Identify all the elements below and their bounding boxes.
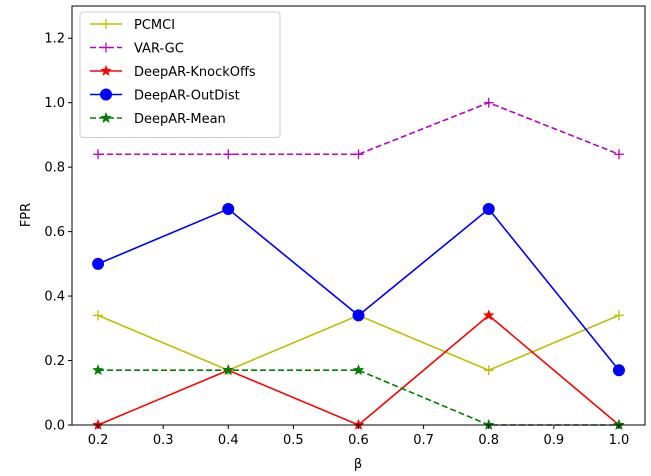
series-1-point-0 [93,149,104,160]
legend-marker-4 [100,111,112,124]
y-tick-label-1: 0.2 [44,354,65,369]
legend-marker-2 [100,64,112,77]
legend-label-3: DeepAR-OutDist [134,89,240,104]
x-tick-label-1: 0.3 [153,433,174,448]
series-1-line [98,101,620,156]
series-4-point-2 [352,363,365,376]
y-tick-label-3: 0.6 [44,225,65,240]
legend-marker-3 [100,88,112,101]
series-3-point-0 [92,257,105,270]
legend-marker-0 [101,19,111,29]
series-3-point-3 [482,203,495,216]
series-1 [93,97,624,160]
x-tick-label-0: 0.2 [88,433,109,448]
series-3-point-4 [612,364,625,377]
x-tick-label-7: 0.9 [543,433,564,448]
x-axis: 0.2 0.3 0.4 0.5 0.6 0.7 0.8 0.9 1.0 [88,425,630,448]
legend-item-3: DeepAR-OutDist [90,88,240,104]
series-3-point-2 [352,309,365,322]
x-tick-label-3: 0.5 [283,433,304,448]
y-tick-label-2: 0.4 [44,290,65,305]
x-tick-label-6: 0.8 [478,433,499,448]
y-axis-label: FPR [19,203,34,227]
series-3 [92,203,625,377]
legend-label-0: PCMCI [134,18,175,33]
y-tick-label-5: 1.0 [44,96,65,111]
legend-marker-1 [101,42,111,53]
y-tick-label-0: 0.0 [44,419,65,434]
series-2-point-3 [482,309,495,321]
series-0-point-3 [483,365,494,376]
legend-label-2: DeepAR-KnockOffs [134,65,256,80]
x-tick-label-8: 1.0 [609,433,630,448]
y-tick-label-4: 0.8 [44,161,65,176]
series-1-point-4 [613,149,624,160]
series-4-point-0 [92,363,104,376]
legend-label-4: DeepAR-Mean [134,112,226,127]
legend-item-4: DeepAR-Mean [90,111,226,127]
y-axis: 0.0 0.2 0.4 0.6 0.8 1.0 1.2 [44,32,72,434]
legend-item-1: VAR-GC [90,42,184,57]
series-0-point-4 [613,310,624,321]
series-3-point-1 [222,203,235,216]
legend-item-0: PCMCI [90,18,175,33]
series-0-point-0 [93,310,104,321]
x-axis-label: β [354,457,362,472]
series-4-point-1 [222,363,235,376]
x-tick-label-2: 0.4 [218,433,239,448]
series-1-point-2 [353,149,364,160]
legend: PCMCI VAR-GC DeepAR-KnockOffs DeepAR-OutDis… [79,11,281,138]
legend-item-2: DeepAR-KnockOffs [90,64,256,80]
x-tick-label-4: 0.6 [348,433,369,448]
legend-label-1: VAR-GC [134,42,184,57]
legend-box [79,11,281,138]
y-tick-label-6: 1.2 [44,32,65,47]
series-1-point-3 [483,97,494,108]
x-tick-label-5: 0.7 [413,433,434,448]
series-1-point-1 [223,149,234,160]
